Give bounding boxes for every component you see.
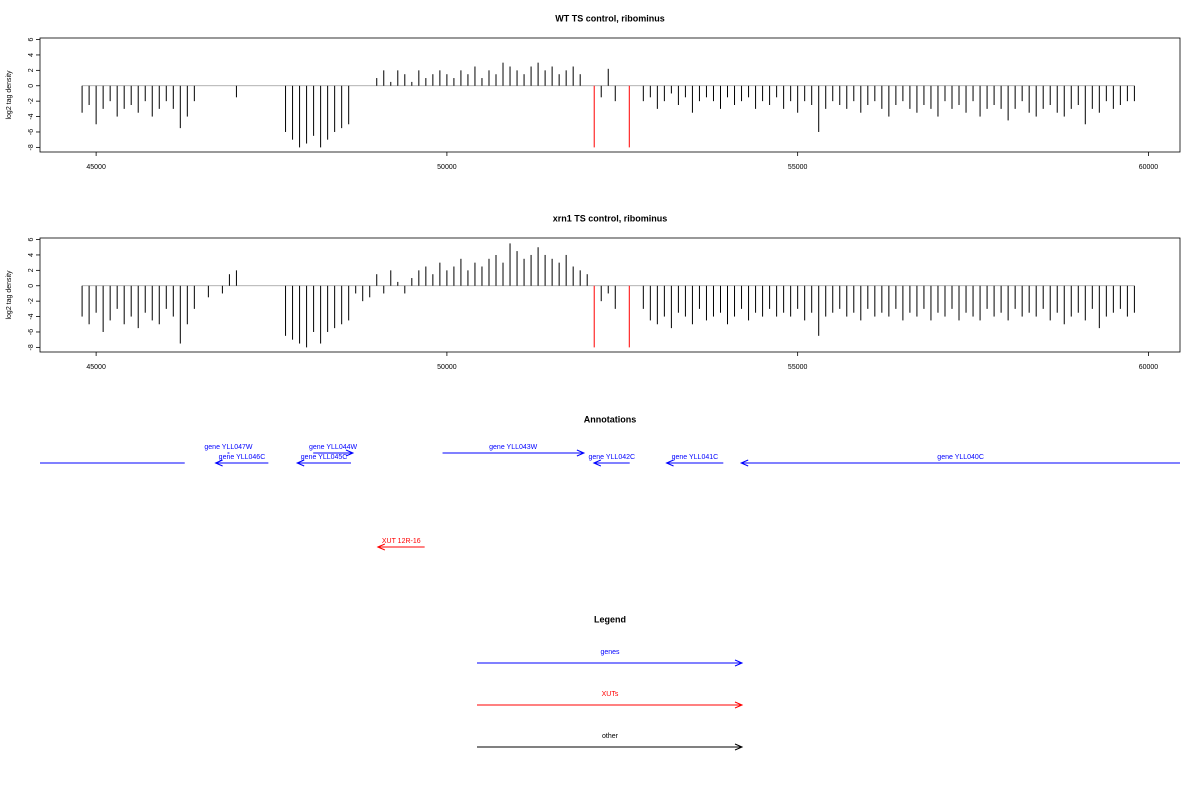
chart-title: WT TS control, ribominus [555, 13, 665, 23]
x-tick-label: 55000 [788, 164, 808, 171]
y-axis-label: log2 tag density [6, 70, 13, 120]
x-tick-label: 45000 [86, 164, 106, 171]
y-tick-label: -2 [28, 98, 35, 104]
y-tick-label: 0 [28, 84, 35, 88]
y-tick-label: 0 [28, 284, 35, 288]
feature-arrow-head [295, 459, 305, 467]
chart-title: xrn1 TS control, ribominus [553, 213, 668, 223]
y-tick-label: 6 [28, 237, 35, 241]
feature-arrow-head [665, 459, 674, 467]
x-tick-label: 50000 [437, 164, 457, 171]
y-tick-label: 4 [28, 53, 35, 57]
legend-label: XUTs [602, 691, 619, 698]
y-tick-label: 4 [28, 253, 35, 257]
feature-arrow-head [376, 543, 386, 551]
feature-arrow-head [576, 449, 586, 457]
feature-label: gene YLL043W [489, 444, 538, 451]
feature-label: gene YLL040C [937, 454, 984, 461]
feature-arrow-head [592, 459, 602, 467]
x-tick-label: 45000 [86, 364, 106, 371]
feature-label: gene YLL041C [672, 454, 719, 461]
y-tick-label: -8 [28, 344, 35, 350]
y-tick-label: 6 [28, 37, 35, 41]
y-tick-label: -4 [28, 313, 35, 319]
y-tick-label: -6 [28, 329, 35, 335]
legend-arrow-head [734, 659, 744, 667]
feature-arrow-head [739, 459, 749, 467]
y-tick-label: -8 [28, 144, 35, 150]
y-tick-label: -4 [28, 113, 35, 119]
x-tick-label: 55000 [788, 364, 808, 371]
plot-frame [39, 37, 1181, 153]
y-axis-label: log2 tag density [6, 270, 13, 320]
plot-frame [39, 237, 1181, 353]
feature-label: gene YLL045C [301, 454, 348, 461]
y-tick-label: -6 [28, 129, 35, 135]
annotations-title: Annotations [584, 414, 637, 424]
y-tick-label: 2 [28, 268, 35, 272]
legend-arrow-head [734, 701, 744, 709]
x-tick-label: 60000 [1139, 364, 1159, 371]
y-tick-label: 2 [28, 68, 35, 72]
legend-label: genes [600, 649, 620, 656]
feature-label: XUT 12R-16 [382, 538, 421, 545]
feature-arrow-head [214, 459, 223, 467]
legend-label: other [602, 733, 619, 740]
x-tick-label: 60000 [1139, 164, 1159, 171]
x-tick-label: 50000 [437, 364, 457, 371]
feature-label: gene YLL042C [588, 454, 635, 461]
legend-arrow-head [734, 743, 744, 751]
y-tick-label: -2 [28, 298, 35, 304]
feature-label: gene YLL044W [309, 444, 358, 451]
feature-label: gene YLL047W [204, 444, 253, 451]
legend-title: Legend [594, 614, 626, 624]
feature-arrow-head [345, 449, 355, 457]
feature-label: gene YLL046C [219, 454, 266, 461]
